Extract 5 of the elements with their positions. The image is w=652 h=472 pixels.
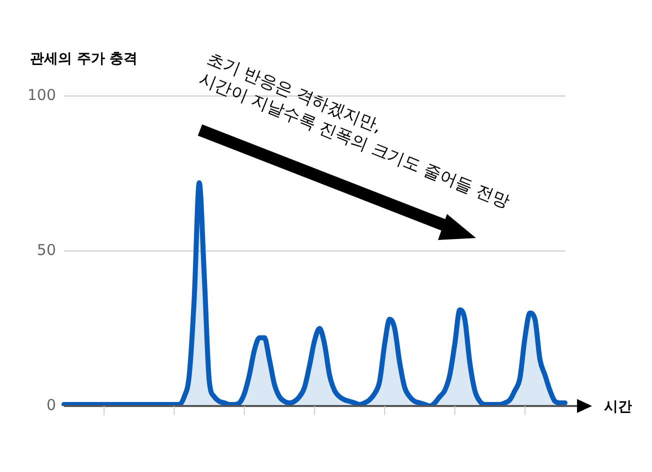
- x-axis-title: 시간: [604, 398, 632, 416]
- y-tick-label: 100: [27, 86, 56, 104]
- y-tick-label: 0: [46, 396, 56, 414]
- y-axis-title: 관세의 주가 충격: [30, 50, 138, 68]
- y-tick-label: 50: [36, 240, 56, 259]
